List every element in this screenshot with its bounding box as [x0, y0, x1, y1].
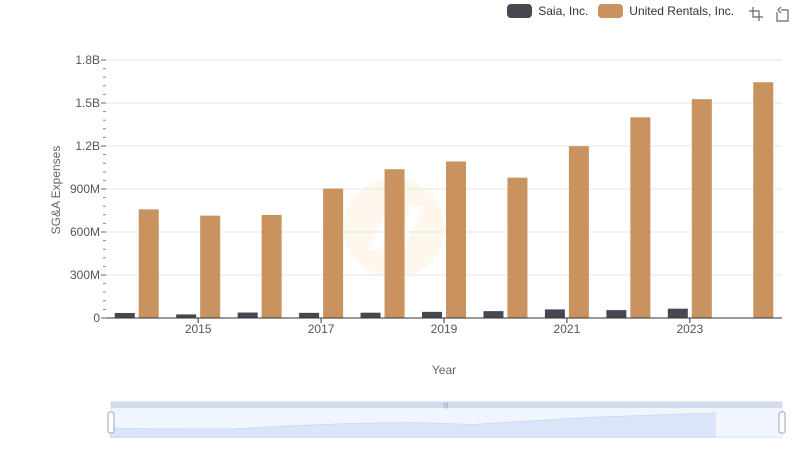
legend-swatch-saia — [507, 4, 533, 18]
legend: Saia, Inc. United Rentals, Inc. — [507, 4, 734, 18]
toolbox — [748, 6, 790, 22]
bar-saia-2021[interactable] — [544, 309, 565, 318]
bar-saia-2017[interactable] — [299, 312, 320, 318]
bar-saia-2022[interactable] — [606, 310, 627, 318]
y-tick-label: 1.8B — [75, 53, 100, 67]
bar-saia-2019[interactable] — [422, 311, 442, 318]
legend-item-saia[interactable]: Saia, Inc. — [507, 4, 588, 18]
bar-united-rentals-2021[interactable] — [568, 146, 589, 318]
legend-swatch-united-rentals — [598, 4, 624, 18]
y-tick-label: 900M — [70, 182, 100, 196]
bar-united-rentals-2020[interactable] — [507, 177, 528, 318]
x-tick-label: 2019 — [431, 322, 458, 336]
data-zoom-right-handle[interactable] — [778, 411, 786, 434]
bar-united-rentals-2023[interactable] — [691, 99, 712, 318]
x-tick-label: 2021 — [554, 322, 581, 336]
x-tick-label: 2023 — [676, 322, 703, 336]
y-tick-label: 600M — [70, 225, 100, 239]
y-axis-title: SG&A Expenses — [49, 146, 63, 235]
y-minor-ticks — [103, 59, 106, 319]
bar-saia-2023[interactable] — [667, 308, 688, 318]
data-zoom-grip-icon[interactable]: ||| — [444, 403, 449, 409]
bar-united-rentals-2015[interactable] — [200, 215, 221, 318]
x-tick-label: 2017 — [308, 322, 335, 336]
y-tick-label: 1.5B — [75, 96, 100, 110]
bar-united-rentals-2018[interactable] — [384, 169, 405, 318]
bar-saia-2020[interactable] — [483, 311, 504, 318]
bar-saia-2016[interactable] — [237, 312, 258, 318]
bars-group — [114, 82, 774, 318]
y-tick-label: 0 — [93, 311, 100, 325]
x-axis-title: Year — [432, 363, 456, 377]
bar-united-rentals-2014[interactable] — [138, 209, 159, 318]
bar-united-rentals-2016[interactable] — [261, 214, 282, 318]
bar-saia-2018[interactable] — [360, 312, 381, 318]
legend-item-united-rentals[interactable]: United Rentals, Inc. — [598, 4, 734, 18]
bar-united-rentals-2017[interactable] — [323, 188, 344, 318]
y-tick-label: 1.2B — [75, 139, 100, 153]
data-zoom-left-handle[interactable] — [107, 411, 115, 434]
bar-united-rentals-2019[interactable] — [446, 161, 466, 318]
x-tick-label: 2015 — [185, 322, 212, 336]
y-tick-label: 300M — [70, 268, 100, 282]
data-zoom-slider[interactable]: ||| — [107, 401, 786, 438]
data-zoom-top-bar[interactable] — [111, 402, 782, 408]
y-axis: 0 300M 600M 900M 1.2B 1.5B 1.8B — [70, 53, 106, 325]
bar-united-rentals-2024[interactable] — [753, 82, 774, 318]
legend-label-saia: Saia, Inc. — [538, 4, 589, 18]
restore-icon[interactable] — [774, 6, 790, 22]
bar-saia-2014[interactable] — [114, 312, 135, 318]
legend-label-united-rentals: United Rentals, Inc. — [629, 4, 734, 18]
bar-united-rentals-2022[interactable] — [630, 117, 651, 318]
x-axis: 2015 2017 2019 2021 2023 — [106, 317, 782, 336]
zoom-icon[interactable] — [748, 6, 764, 22]
bar-saia-2015[interactable] — [176, 314, 197, 318]
